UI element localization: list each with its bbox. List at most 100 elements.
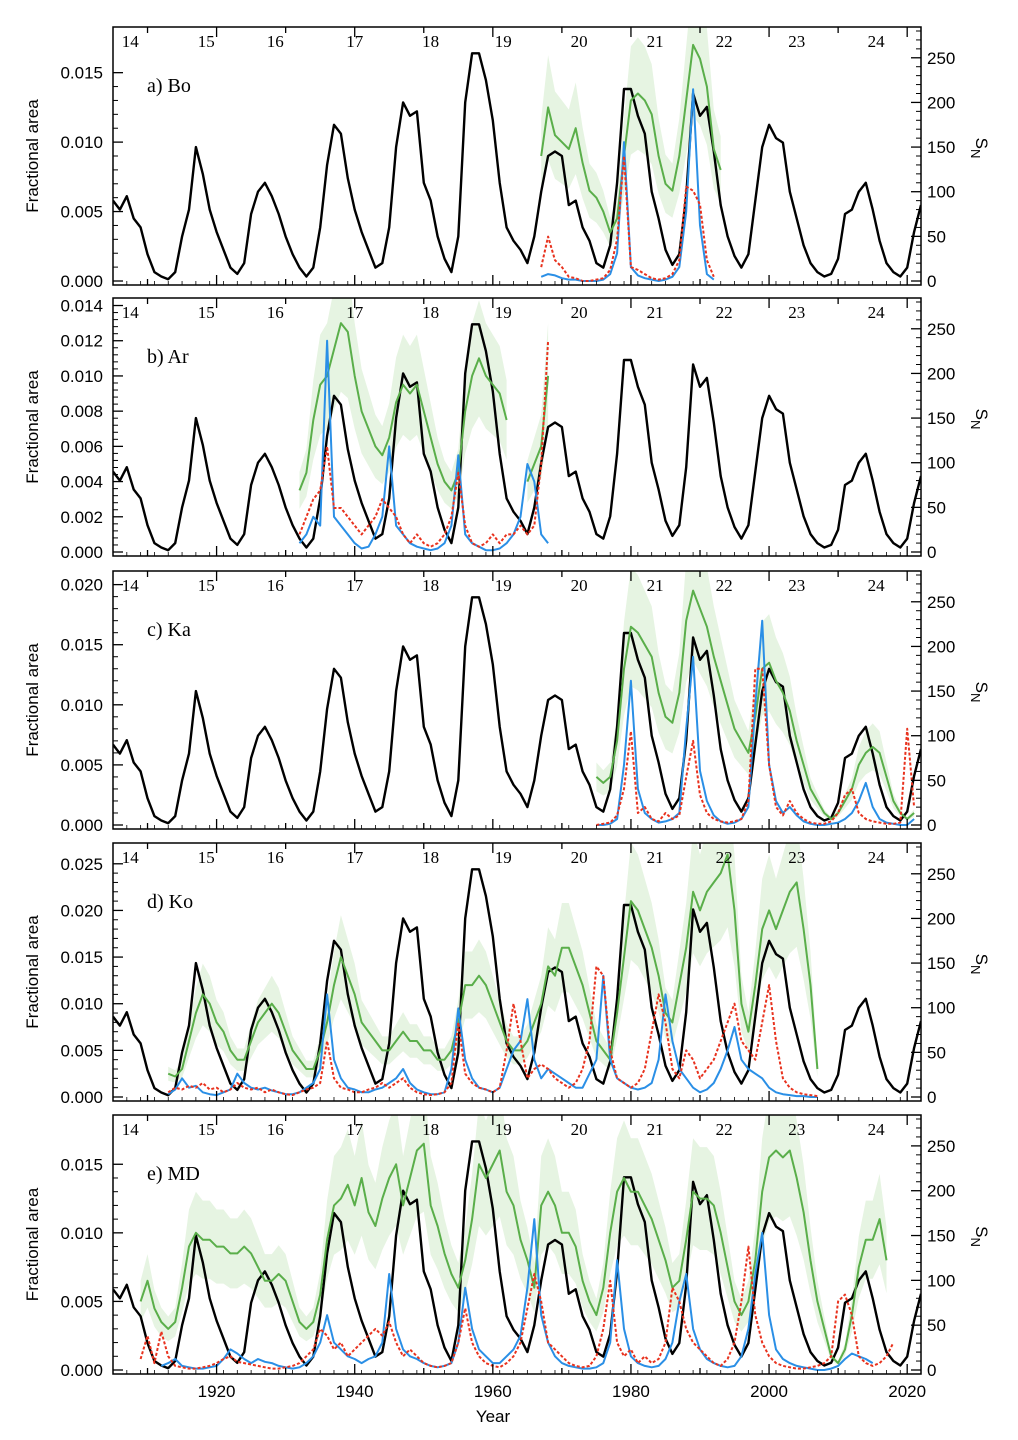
- y-tick-label: 0.000: [60, 1361, 103, 1380]
- cycle-label: 24: [868, 848, 886, 867]
- x-tick-label: 2020: [888, 1382, 926, 1401]
- cycle-label: 17: [346, 1120, 364, 1139]
- sn-tick-label: 0: [927, 1088, 936, 1107]
- cycle-label: 23: [788, 32, 805, 51]
- cycle-label: 20: [571, 1120, 588, 1139]
- cycle-label: 19: [495, 303, 512, 322]
- sn-tick-label: 150: [927, 138, 955, 157]
- sn-axis-label-main: S: [972, 409, 991, 420]
- y-tick-label: 0.005: [60, 756, 103, 775]
- cycle-label: 23: [788, 1120, 805, 1139]
- sn-axis-label: SN: [968, 682, 991, 703]
- sn-axis-label-main: S: [972, 954, 991, 965]
- sn-tick-label: 150: [927, 409, 955, 428]
- sn-tick-label: 200: [927, 1182, 955, 1201]
- y-axis-label: Fractional area: [23, 99, 42, 213]
- green-series-line: [167, 853, 819, 1078]
- sn-tick-label: 150: [927, 682, 955, 701]
- cycle-label: 17: [346, 848, 364, 867]
- panel-label: e) MD: [147, 1163, 200, 1185]
- cycle-label: 24: [868, 576, 886, 595]
- sn-tick-label: 50: [927, 1316, 946, 1335]
- panel-4: 0.000 0.005 0.010 0.015 0.020 0.025 0 50 100 150 2…: [23, 842, 991, 1107]
- cycle-label: 19: [495, 848, 512, 867]
- sn-axis-label-sub: N: [968, 1237, 983, 1246]
- y-tick-label: 0.010: [60, 133, 103, 152]
- y-tick-label: 0.005: [60, 203, 103, 222]
- y-tick-label: 0.002: [60, 508, 103, 527]
- cycle-label: 17: [346, 576, 364, 595]
- y-tick-label: 0.008: [60, 402, 103, 421]
- sn-tick-label: 50: [927, 227, 946, 246]
- cycle-label: 14: [122, 848, 140, 867]
- green-series-line: [139, 1142, 888, 1365]
- sunspot-number-line: [113, 323, 921, 552]
- sn-tick-label: 50: [927, 498, 946, 517]
- green-band: [299, 298, 507, 509]
- sn-tick-label: 150: [927, 1227, 955, 1246]
- y-tick-label: 0.005: [60, 1041, 103, 1060]
- panel-5: 0.000 0.005 0.010 0.015 0 50 100 150 200 250 14 15 1…: [23, 1114, 991, 1401]
- cycle-label: 15: [198, 848, 215, 867]
- cycle-label: 19: [495, 32, 512, 51]
- plot-area: [113, 1115, 921, 1371]
- cycle-label: 24: [868, 303, 886, 322]
- blue-series-line: [160, 1218, 874, 1371]
- sn-axis-label-sub: N: [968, 420, 983, 429]
- sn-tick-label: 200: [927, 364, 955, 383]
- cycle-label: 22: [716, 303, 733, 322]
- cycle-label: 21: [647, 303, 664, 322]
- plot-area: [113, 298, 921, 552]
- sn-tick-label: 250: [927, 49, 955, 68]
- cycle-label: 16: [267, 848, 284, 867]
- cycle-label: 22: [716, 32, 733, 51]
- cycle-label: 18: [422, 1120, 439, 1139]
- y-axis-label: Fractional area: [23, 643, 42, 757]
- sn-axis-label: SN: [968, 409, 991, 430]
- y-tick-label: 0.015: [60, 64, 103, 83]
- sn-axis-label-sub: N: [968, 149, 983, 158]
- y-tick-label: 0.020: [60, 901, 103, 920]
- cycle-label: 21: [647, 848, 664, 867]
- cycle-label: 24: [868, 1120, 886, 1139]
- y-tick-label: 0.000: [60, 816, 103, 835]
- cycle-label: 22: [716, 1120, 733, 1139]
- y-tick-label: 0.015: [60, 948, 103, 967]
- cycle-label: 21: [647, 32, 664, 51]
- y-tick-label: 0.000: [60, 543, 103, 562]
- cycle-label: 23: [788, 848, 805, 867]
- cycle-label: 14: [122, 32, 140, 51]
- cycle-label: 15: [198, 1120, 215, 1139]
- x-tick-label: 1940: [336, 1382, 374, 1401]
- green-series-line: [540, 43, 722, 234]
- cycle-label: 19: [495, 576, 512, 595]
- cycle-label: 18: [422, 303, 439, 322]
- cycle-label: 14: [122, 576, 140, 595]
- panel-label: d) Ko: [147, 891, 193, 913]
- cycle-label: 22: [716, 576, 733, 595]
- y-tick-label: 0.010: [60, 367, 103, 386]
- plot-area: [113, 27, 921, 282]
- sunspot-number-line: [113, 52, 921, 281]
- cycle-label: 21: [647, 576, 664, 595]
- sunspot-number-line: [113, 868, 921, 1097]
- sn-tick-label: 250: [927, 865, 955, 884]
- y-tick-label: 0.020: [60, 576, 103, 595]
- y-tick-label: 0.005: [60, 1292, 103, 1311]
- cycle-label: 19: [495, 1120, 512, 1139]
- y-tick-label: 0.012: [60, 332, 103, 351]
- cycle-label: 16: [267, 32, 284, 51]
- cycle-label: 16: [267, 1120, 284, 1139]
- sunspot-number-line: [113, 596, 921, 825]
- cycle-label: 17: [346, 32, 364, 51]
- green-series-line: [298, 322, 508, 492]
- y-tick-label: 0.004: [60, 473, 103, 492]
- cycle-label: 21: [647, 1120, 664, 1139]
- cycle-label: 22: [716, 848, 733, 867]
- sn-tick-label: 50: [927, 1043, 946, 1062]
- sn-axis-label-main: S: [972, 138, 991, 149]
- red-series-line: [540, 155, 715, 282]
- y-axis-label: Fractional area: [23, 370, 42, 484]
